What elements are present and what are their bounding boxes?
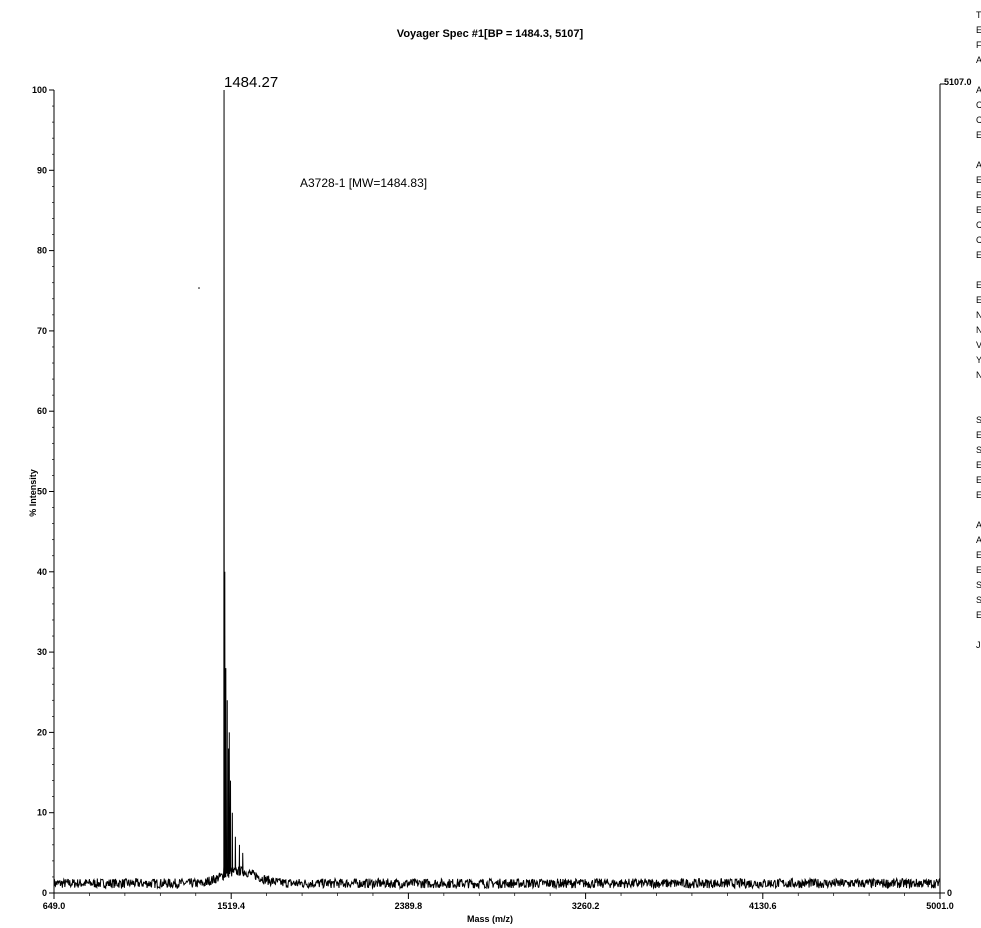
margin-glyph: N — [976, 325, 981, 335]
y-tick-label: 100 — [32, 85, 47, 95]
x-tick-label: 649.0 — [43, 901, 66, 911]
margin-glyph: S — [976, 595, 981, 605]
speck-mark — [198, 287, 200, 289]
margin-glyph: Y — [976, 355, 981, 365]
x-tick-label: 5001.0 — [926, 901, 954, 911]
margin-glyph: C — [976, 235, 981, 245]
x-axis-label: Mass (m/z) — [467, 914, 513, 924]
y-tick-label: 50 — [37, 487, 47, 497]
sample-annotation: A3728-1 [MW=1484.83] — [300, 176, 427, 190]
margin-glyph: C — [976, 220, 981, 230]
margin-glyph: C — [976, 115, 981, 125]
y-axis: 0 10 20 30 40 50 60 70 80 90 100 — [32, 85, 55, 898]
y-tick-label: 0 — [42, 888, 47, 898]
margin-glyph: E — [976, 565, 981, 575]
spectrum-trace — [53, 89, 941, 891]
margin-glyph: E — [976, 175, 981, 185]
x-tick-label: 4130.6 — [749, 901, 777, 911]
margin-glyph: S — [976, 580, 981, 590]
margin-glyph: E — [976, 460, 981, 470]
y-tick-label: 30 — [37, 647, 47, 657]
y-tick-label: 10 — [37, 808, 47, 818]
y-tick-label: 20 — [37, 727, 47, 737]
x-tick-label: 2389.8 — [395, 901, 423, 911]
chart-title: Voyager Spec #1[BP = 1484.3, 5107] — [397, 28, 584, 40]
margin-glyph: A — [976, 520, 981, 530]
margin-glyph: A — [976, 85, 981, 95]
margin-glyph: E — [976, 490, 981, 500]
x-tick-label: 3260.2 — [572, 901, 600, 911]
margin-glyph: E — [976, 475, 981, 485]
margin-glyph: E — [976, 250, 981, 260]
margin-glyph: E — [976, 130, 981, 140]
y-tick-label: 90 — [37, 165, 47, 175]
right-axis-max-label: 5107.0 — [944, 77, 972, 87]
margin-glyph: E — [976, 25, 981, 35]
margin-glyph: E — [976, 295, 981, 305]
margin-glyph: A — [976, 160, 981, 170]
margin-glyph: E — [976, 610, 981, 620]
x-axis: 649.0 1519.4 2389.8 3260.2 4130.6 5001.0 — [43, 892, 954, 911]
margin-glyph: C — [976, 100, 981, 110]
y-tick-label: 80 — [37, 246, 47, 256]
margin-glyph: J — [976, 640, 981, 650]
margin-glyph: A — [976, 55, 981, 65]
peak-label: 1484.27 — [224, 74, 278, 91]
y-tick-label: 60 — [37, 406, 47, 416]
right-axis-min-label: 0 — [947, 888, 952, 898]
margin-glyph: E — [976, 190, 981, 200]
margin-glyph: T — [976, 10, 981, 20]
margin-glyph: E — [976, 205, 981, 215]
margin-glyph: E — [976, 430, 981, 440]
margin-glyph: E — [976, 550, 981, 560]
margin-glyph: V — [976, 340, 981, 350]
y-tick-label: 70 — [37, 326, 47, 336]
y-axis-label: % Intensity — [28, 469, 38, 517]
x-tick-label: 1519.4 — [217, 901, 245, 911]
margin-glyph: S — [976, 445, 981, 455]
margin-glyph: N — [976, 370, 981, 380]
right-axis: 5107.0 0 — [939, 77, 972, 898]
margin-glyph: E — [976, 280, 981, 290]
margin-glyph: A — [976, 535, 981, 545]
margin-glyph: F — [976, 40, 981, 50]
margin-glyph: N — [976, 310, 981, 320]
y-tick-label: 40 — [37, 567, 47, 577]
margin-glyph: S — [976, 415, 981, 425]
